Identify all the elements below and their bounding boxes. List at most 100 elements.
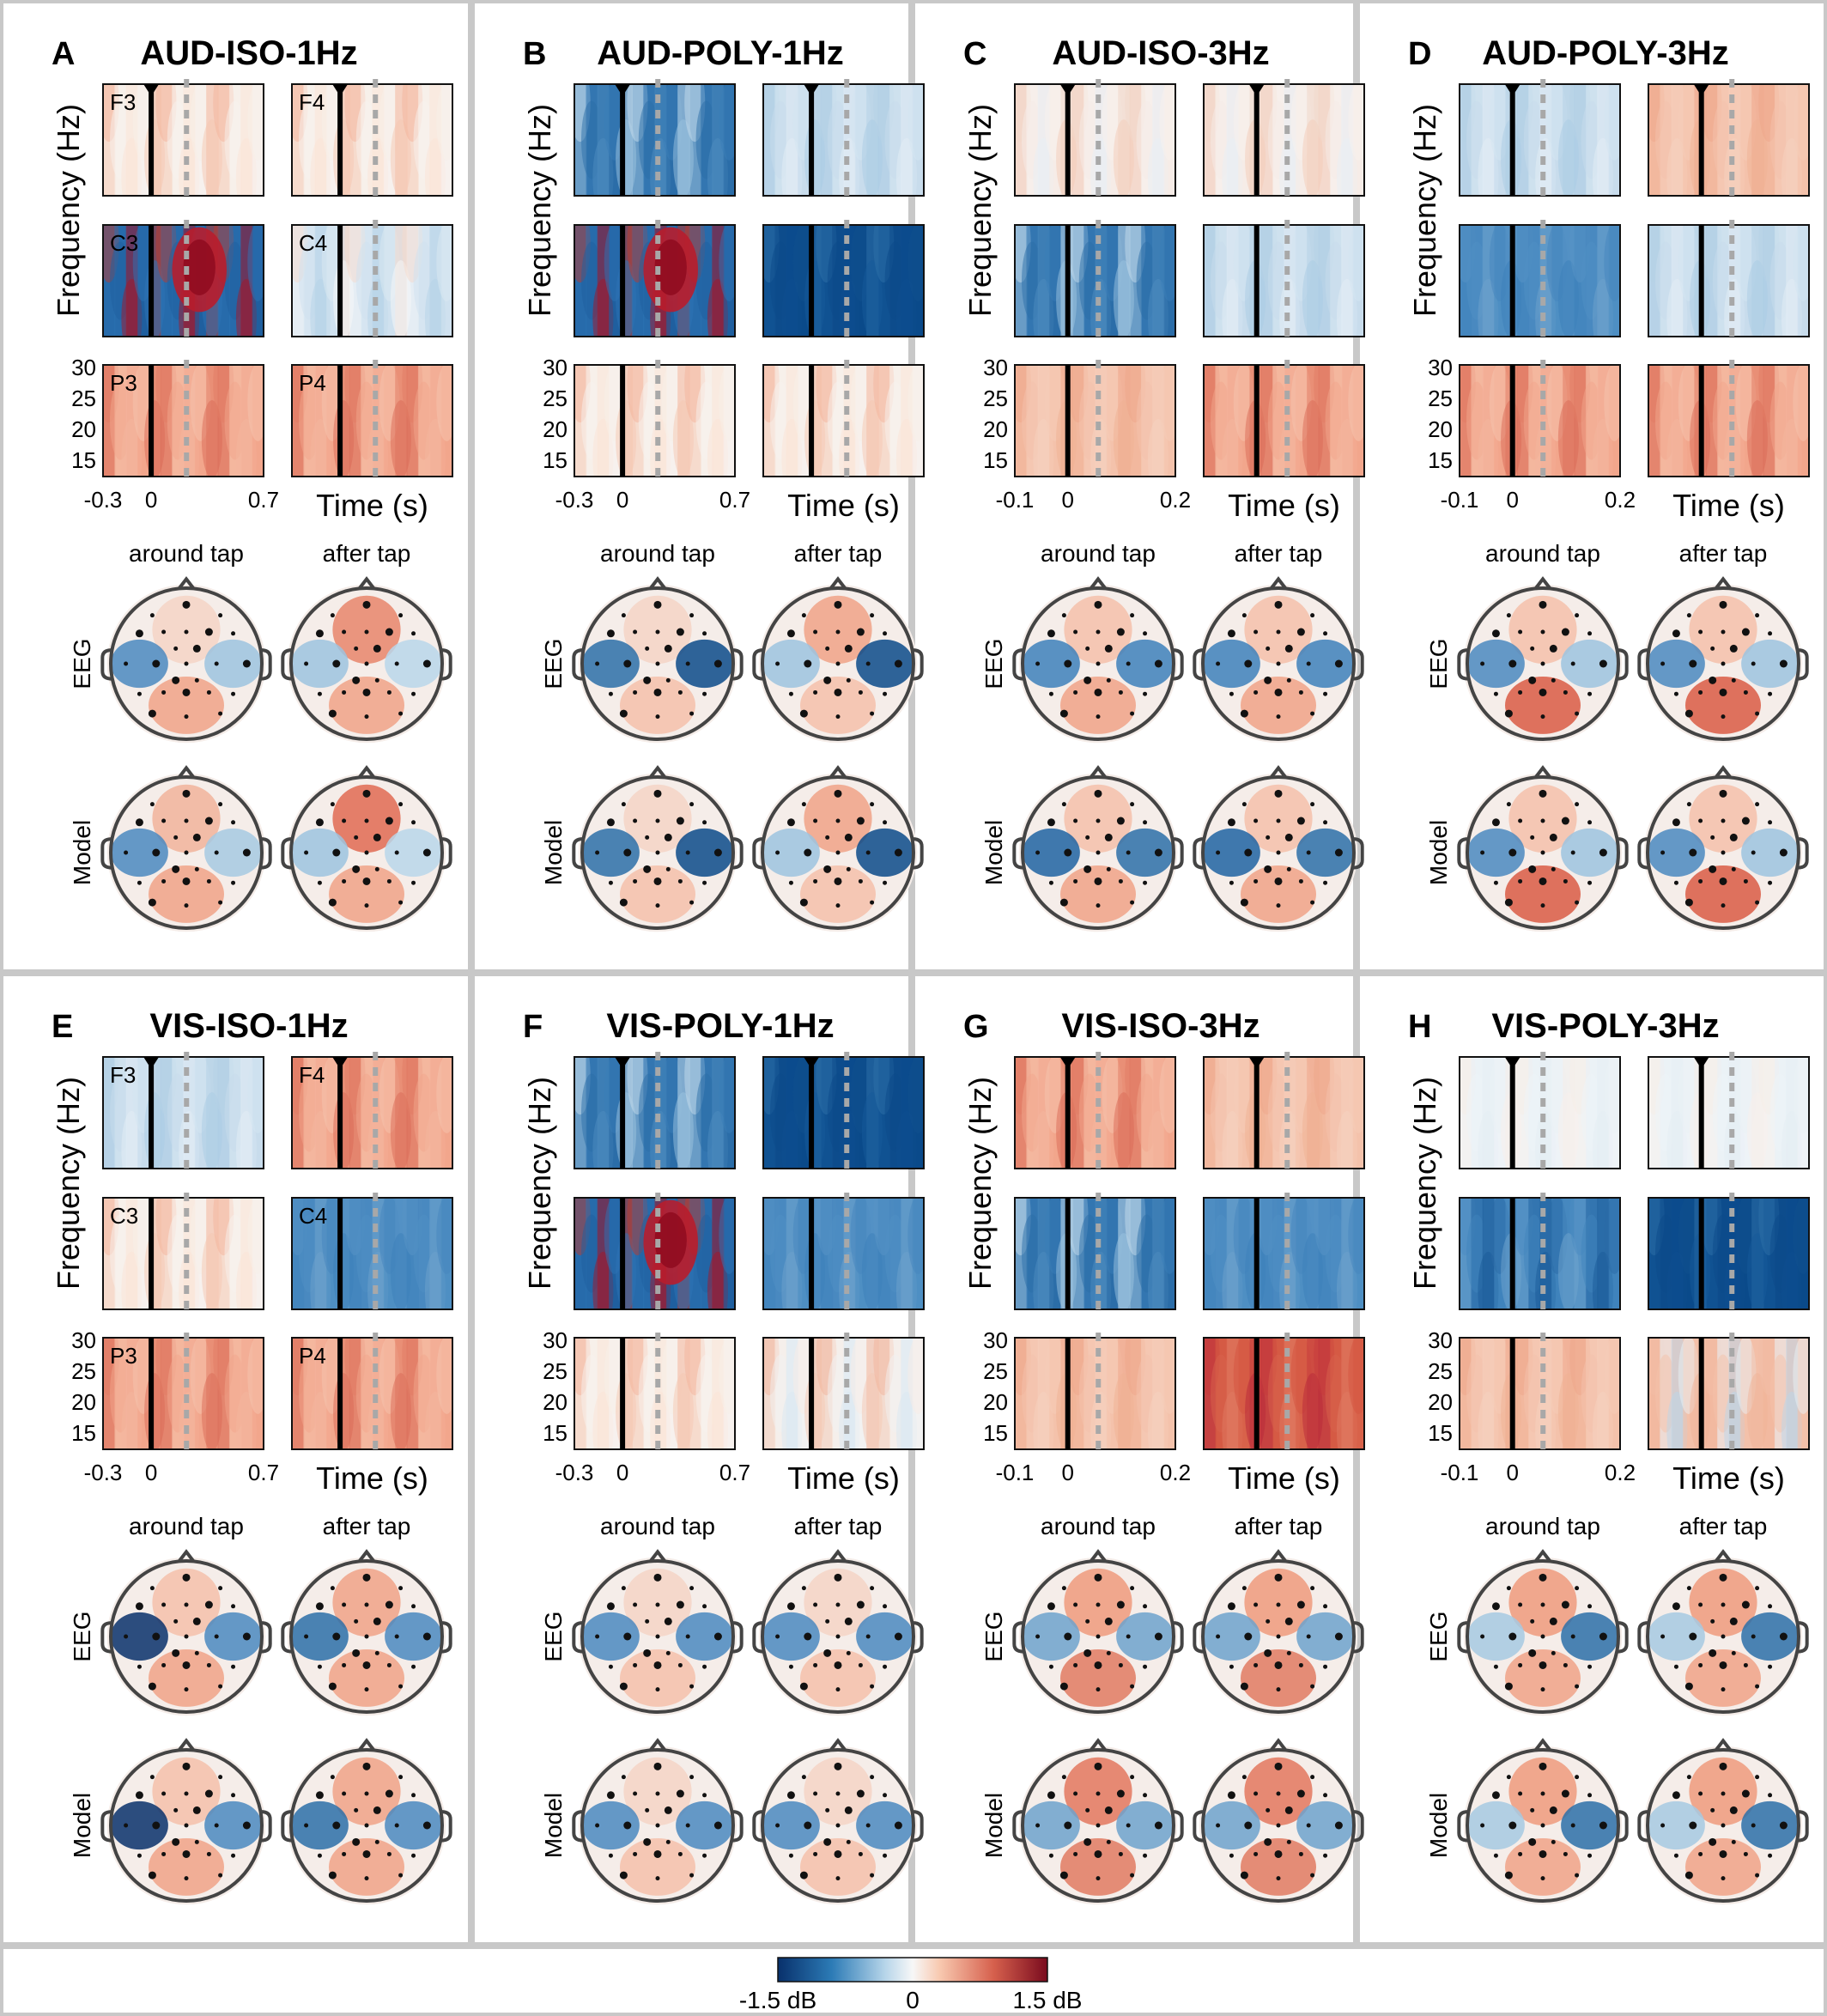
topo-parietal: [1685, 1837, 1761, 1896]
spectrogram-blob: [1535, 278, 1557, 337]
topo-electrode: [1540, 1791, 1545, 1796]
topo-electrode: [394, 1634, 399, 1639]
topo-electrode: [1540, 1687, 1545, 1692]
topomap: [100, 1738, 272, 1905]
topo-parietal: [149, 676, 224, 734]
topo-parietal: [800, 865, 876, 923]
topo-column-label: around tap: [129, 540, 244, 567]
spectrogram-blob: [1336, 418, 1357, 477]
y-tick-label: 15: [71, 447, 96, 473]
spectrogram-blob: [672, 119, 694, 196]
topomap: [1637, 1549, 1809, 1716]
topo-left: [111, 828, 168, 877]
topomap: [752, 576, 924, 744]
topo-right: [1296, 1612, 1355, 1661]
spectrogram-frame: [762, 1056, 925, 1169]
topo-fill: [1643, 584, 1803, 744]
topo-ear-left: [1012, 837, 1023, 870]
topo-electrode: [1323, 1604, 1328, 1609]
x-tick-label: -0.3: [84, 1460, 123, 1485]
spectrogram-blob: [781, 1110, 803, 1169]
spectrogram-blob: [201, 119, 222, 196]
topo-electrode: [374, 677, 379, 683]
topo-electrode: [653, 1573, 662, 1582]
spectrogram-c4: [1203, 1197, 1365, 1310]
topo-ear-left: [100, 648, 112, 681]
topo-electrode: [398, 711, 404, 716]
topo-electrode: [1710, 1807, 1715, 1813]
topomap: [1012, 1549, 1184, 1716]
topo-electrode: [1253, 818, 1259, 823]
x-tick-label: 0: [616, 487, 628, 513]
topo-fill: [1199, 1746, 1358, 1905]
topo-electrode: [1118, 1851, 1123, 1856]
panel-letter: E: [52, 1009, 73, 1045]
topo-electrode: [1539, 1573, 1547, 1582]
spectrogram-blob: [1592, 1251, 1613, 1309]
spectrogram-blob: [1478, 1251, 1499, 1309]
topo-electrode: [1306, 1634, 1311, 1639]
topo-electrode: [1298, 689, 1303, 695]
topo-column-label: after tap: [323, 540, 411, 567]
topo-frontal: [623, 1568, 692, 1636]
channel-label: P3: [110, 370, 137, 396]
topomap: [1637, 576, 1809, 744]
spectrogram-frame: [291, 83, 453, 197]
topo-electrode: [1216, 1634, 1221, 1639]
spectrogram-blob: [1279, 1110, 1301, 1169]
topo-ear-right: [913, 648, 924, 681]
spectrogram-c4: [1648, 224, 1810, 337]
x-axis-label: Time (s): [787, 1460, 900, 1496]
spectrogram-fill: [1460, 84, 1620, 196]
spectrogram-blob: [592, 137, 614, 196]
spectrogram-blob: [247, 225, 264, 301]
topo-electrode: [1599, 1632, 1607, 1641]
spectrogram-f3: [574, 1056, 736, 1169]
topo-frontal: [804, 784, 872, 853]
topo-electrode: [1719, 600, 1727, 609]
spectrogram-frame: [102, 364, 264, 477]
topo-left: [762, 1800, 820, 1850]
spectrogram-blob: [310, 1110, 331, 1169]
spectrogram-blob: [1336, 1391, 1357, 1449]
topomap: [572, 1738, 744, 1905]
topo-electrode: [1710, 1618, 1715, 1624]
topo-ear-left: [1637, 837, 1648, 870]
spectrogram-f3: [102, 1056, 264, 1169]
topo-electrode: [218, 1873, 223, 1878]
topo-electrode: [1508, 659, 1517, 668]
topo-electrode: [633, 1851, 638, 1856]
topo-electrode: [1721, 1634, 1726, 1639]
topo-left: [1648, 1800, 1705, 1850]
spectrogram-blob: [424, 137, 446, 196]
topo-electrode: [1528, 676, 1537, 684]
topo-electrode: [192, 833, 201, 841]
spectrogram-blob: [1666, 137, 1688, 196]
topo-ear-right: [1618, 648, 1629, 681]
topo-electrode: [374, 1839, 379, 1844]
topo-electrode: [621, 802, 626, 807]
topo-electrode: [835, 661, 841, 666]
spectrogram-blob: [907, 1198, 924, 1274]
topo-electrode: [182, 1762, 191, 1770]
topo-row-label: EEG: [540, 638, 567, 689]
topo-electrode: [1253, 1662, 1259, 1667]
topo-electrode: [1779, 848, 1788, 857]
spectrogram-blob: [1746, 1092, 1768, 1169]
topo-electrode: [1587, 1793, 1593, 1798]
topo-electrode: [1073, 1602, 1078, 1607]
topo-electrode: [1599, 848, 1607, 857]
spectrogram-p4: [762, 1337, 925, 1450]
topo-electrode: [1296, 817, 1305, 825]
topo-electrode: [315, 818, 324, 827]
topo-electrode: [364, 818, 369, 823]
spectrogram-p4: [291, 1337, 453, 1450]
topo-electrode: [1323, 880, 1328, 885]
panel-letter: F: [523, 1009, 543, 1045]
spectrogram-c3: [574, 224, 736, 337]
topo-electrode: [124, 1823, 129, 1828]
topo-electrode: [685, 1634, 690, 1639]
topo-electrode: [689, 1873, 695, 1878]
spectrogram-blob: [707, 278, 728, 337]
topo-electrode: [775, 850, 780, 855]
